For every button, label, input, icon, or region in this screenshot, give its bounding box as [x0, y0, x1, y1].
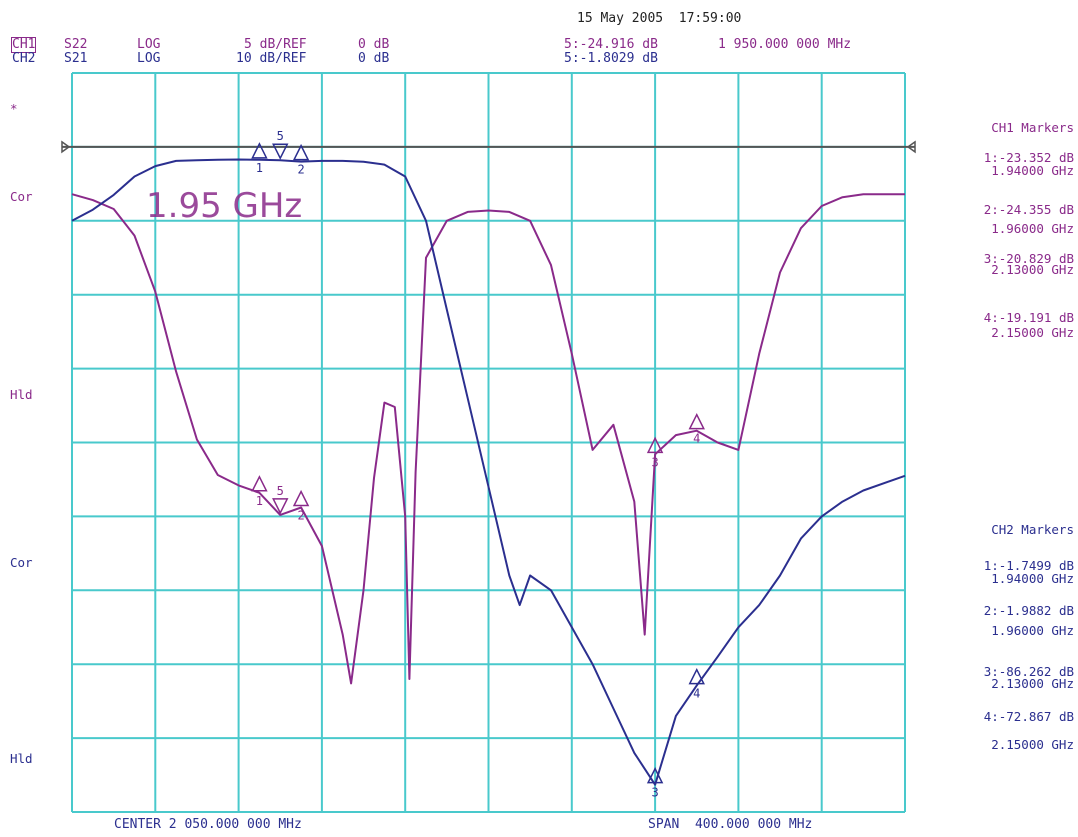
ch2-cor-label: Cor: [10, 555, 33, 570]
marker-triangle: [272, 143, 289, 160]
ch1-format: LOG: [137, 37, 161, 52]
ch1-marker-1-freq: 1.94000 GHz: [991, 163, 1074, 178]
marker-1: 1: [251, 142, 268, 175]
marker-4: 4: [688, 412, 705, 446]
ch2-marker-1-freq: 1.94000 GHz: [991, 571, 1074, 586]
star-indicator: *: [10, 101, 18, 116]
marker-triangle: [646, 766, 664, 784]
marker-number: 5: [277, 129, 284, 143]
marker-triangle: [688, 667, 705, 685]
datetime: 15 May 2005 17:59:00: [577, 11, 742, 26]
marker-number: 2: [297, 163, 304, 177]
marker-1: 1: [251, 475, 268, 508]
marker-triangle: [251, 475, 268, 492]
ref-left-arrow: [61, 140, 71, 154]
marker5-ch1-readout: 5:-24.916 dB: [564, 37, 658, 52]
marker-number: 4: [693, 432, 700, 446]
ch2-scale: 10 dB/REF: [236, 51, 307, 66]
ch2-trace: [71, 158, 906, 786]
marker-number: 3: [651, 786, 658, 800]
ch2-marker-1-value: 1:-1.7499 dB: [983, 558, 1074, 573]
reference-line: [61, 140, 916, 154]
ref-right-arrow: [906, 140, 916, 154]
marker-number: 1: [256, 161, 263, 175]
marker-number: 4: [693, 687, 700, 701]
marker-4: 4: [688, 667, 705, 701]
ch2-marker-2-value: 2:-1.9882 dB: [983, 603, 1074, 618]
ch2-marker-3-value: 3:-86.262 dB: [983, 664, 1074, 679]
ch1-marker-2-freq: 1.96000 GHz: [991, 221, 1074, 236]
ch2-ref: 0 dB: [358, 51, 390, 66]
ch2-marker-3-freq: 2.13000 GHz: [991, 676, 1074, 691]
marker5-frequency: 1 950.000 000 MHz: [718, 37, 852, 52]
ch1-marker-2-value: 2:-24.355 dB: [983, 202, 1074, 217]
ch1-ref: 0 dB: [358, 37, 390, 52]
frequency-annotation: 1.95 GHz: [146, 186, 303, 226]
center-frequency: CENTER 2 050.000 000 MHz: [114, 817, 302, 832]
ch1-hld-label: Hld: [10, 387, 33, 402]
marker-5: 5: [272, 129, 289, 160]
ch1-markers-title: CH1 Markers: [991, 120, 1074, 135]
ch1-marker-3-freq: 2.13000 GHz: [991, 262, 1074, 277]
ch1-param: S22: [64, 37, 88, 52]
marker-triangle: [251, 142, 268, 159]
marker5-ch2-readout: 5:-1.8029 dB: [564, 51, 658, 66]
plot-grid: [71, 72, 906, 813]
marker-triangle: [688, 412, 705, 430]
ch1-marker-4-value: 4:-19.191 dB: [983, 310, 1074, 325]
ch2-marker-2-freq: 1.96000 GHz: [991, 623, 1074, 638]
ch1-cor-label: Cor: [10, 189, 33, 204]
span-frequency: SPAN 400.000 000 MHz: [648, 817, 813, 832]
ch2-hld-label: Hld: [10, 751, 33, 766]
marker-triangle: [272, 498, 289, 515]
ch2-label[interactable]: CH2: [12, 51, 36, 66]
ch2-markers-title: CH2 Markers: [991, 522, 1074, 537]
ch1-marker-1-value: 1:-23.352 dB: [983, 150, 1074, 165]
marker-2: 2: [292, 489, 310, 523]
ch1-scale: 5 dB/REF: [244, 37, 307, 52]
ch2-format: LOG: [137, 51, 161, 66]
marker-triangle: [292, 143, 310, 161]
marker-number: 5: [277, 484, 284, 498]
marker-triangle: [292, 489, 310, 507]
ch1-marker-3-value: 3:-20.829 dB: [983, 251, 1074, 266]
ch2-marker-4-freq: 2.15000 GHz: [991, 737, 1074, 752]
marker-3: 3: [646, 766, 664, 800]
marker-number: 2: [297, 509, 304, 523]
marker-2: 2: [292, 143, 310, 177]
marker-5: 5: [272, 484, 289, 515]
ch2-param: S21: [64, 51, 88, 66]
ch1-label[interactable]: CH1: [10, 37, 37, 53]
marker-triangle: [646, 436, 664, 454]
marker-number: 3: [651, 455, 658, 469]
marker-number: 1: [256, 494, 263, 508]
marker-3: 3: [646, 436, 664, 469]
ch1-marker-4-freq: 2.15000 GHz: [991, 325, 1074, 340]
ch1-trace: [71, 193, 905, 685]
ch2-marker-4-value: 4:-72.867 dB: [983, 709, 1074, 724]
